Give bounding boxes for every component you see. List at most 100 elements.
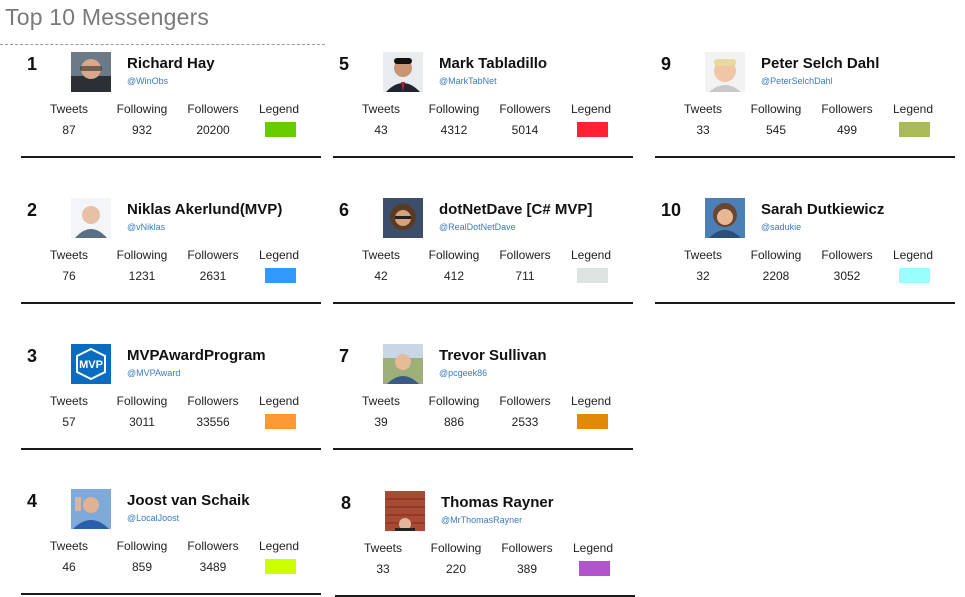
tweets-value: 57 [62, 415, 76, 429]
tweets-label: Tweets [49, 394, 89, 408]
twitter-handle[interactable]: @pcgeek86 [439, 368, 488, 378]
twitter-handle[interactable]: @WinObs [127, 76, 169, 86]
legend-label: Legend [258, 539, 300, 553]
messenger-name[interactable]: Peter Selch Dahl [761, 55, 880, 72]
messenger-name[interactable]: Sarah Dutkiewicz [761, 201, 885, 218]
followers-label: Followers [821, 248, 873, 262]
twitter-handle[interactable]: @MVPAward [127, 368, 181, 378]
card-divider [655, 302, 955, 304]
legend-swatch [265, 122, 296, 137]
following-label: Following [428, 248, 480, 262]
messenger-name[interactable]: Richard Hay [127, 55, 215, 72]
followers-label: Followers [187, 539, 239, 553]
messenger-card[interactable]: 6 dotNetDave [C# MVP] @RealDotNetDave Tweet… [333, 192, 633, 304]
followers-label: Followers [187, 394, 239, 408]
followers-label: Followers [499, 394, 551, 408]
avatar[interactable] [383, 52, 423, 92]
legend-swatch [265, 559, 296, 574]
twitter-handle[interactable]: @sadukie [761, 222, 802, 232]
messenger-card[interactable]: 9 Peter Selch Dahl @PeterSelchDahl Tweets Fo… [655, 46, 955, 158]
followers-value: 3489 [199, 560, 227, 574]
title-divider [0, 44, 325, 45]
twitter-handle[interactable]: @MarkTabNet [439, 76, 497, 86]
followers-value: 2631 [199, 269, 227, 283]
messenger-name[interactable]: Thomas Rayner [441, 494, 554, 511]
messenger-name[interactable]: Niklas Akerlund(MVP) [127, 201, 283, 218]
tweets-value: 39 [374, 415, 388, 429]
card-divider [21, 448, 321, 450]
rank-number: 6 [339, 200, 350, 220]
followers-label: Followers [499, 102, 551, 116]
avatar[interactable] [383, 198, 423, 238]
following-label: Following [116, 102, 168, 116]
card-divider [21, 156, 321, 158]
tweets-label: Tweets [363, 541, 403, 555]
messenger-name[interactable]: dotNetDave [C# MVP] [439, 201, 593, 218]
following-value: 4312 [440, 123, 468, 137]
followers-value: 3052 [833, 269, 861, 283]
tweets-value: 33 [376, 562, 390, 576]
messenger-name[interactable]: Mark Tabladillo [439, 55, 548, 72]
following-value: 932 [131, 123, 153, 137]
messenger-card[interactable]: 5 Mark Tabladillo @MarkTabNet Tweets Followi… [333, 46, 633, 158]
following-label: Following [428, 394, 480, 408]
followers-value: 5014 [511, 123, 539, 137]
messenger-card[interactable]: 1 Richard Hay @WinObs Tweets Following Follow… [21, 46, 321, 158]
avatar[interactable] [71, 198, 111, 238]
avatar[interactable] [705, 198, 745, 238]
tweets-label: Tweets [49, 539, 89, 553]
rank-number: 7 [339, 346, 350, 366]
legend-label: Legend [570, 394, 612, 408]
card-divider [21, 593, 321, 595]
legend-label: Legend [570, 248, 612, 262]
messenger-name[interactable]: Joost van Schaik [127, 492, 250, 509]
tweets-label: Tweets [361, 394, 401, 408]
messenger-card[interactable]: 8 Thomas Rayner @MrThomasRayner Tweets Follo… [335, 485, 635, 597]
following-value: 859 [131, 560, 153, 574]
messenger-card[interactable]: 10 Sarah Dutkiewicz @sadukie Tweets Followin… [655, 192, 955, 304]
twitter-handle[interactable]: @RealDotNetDave [439, 222, 516, 232]
rank-number: 2 [27, 200, 38, 220]
twitter-handle[interactable]: @PeterSelchDahl [761, 76, 833, 86]
messenger-name[interactable]: Trevor Sullivan [439, 347, 547, 364]
followers-value: 389 [516, 562, 538, 576]
legend-swatch [577, 414, 608, 429]
twitter-handle[interactable]: @vNiklas [127, 222, 166, 232]
card-divider [333, 156, 633, 158]
twitter-handle[interactable]: @MrThomasRayner [441, 515, 523, 525]
tweets-value: 32 [696, 269, 710, 283]
avatar[interactable]: MVP [71, 344, 111, 384]
following-label: Following [430, 541, 482, 555]
following-value: 3011 [129, 415, 155, 429]
twitter-handle[interactable]: @LocalJoost [127, 513, 180, 523]
messenger-name[interactable]: MVPAwardProgram [127, 347, 266, 364]
tweets-label: Tweets [683, 248, 723, 262]
following-label: Following [116, 394, 168, 408]
tweets-label: Tweets [361, 102, 401, 116]
tweets-value: 76 [62, 269, 76, 283]
avatar[interactable] [705, 52, 745, 92]
rank-number: 9 [661, 54, 672, 74]
tweets-label: Tweets [49, 248, 89, 262]
avatar[interactable] [71, 52, 111, 92]
rank-number: 5 [339, 54, 350, 74]
messenger-card[interactable]: 3 MVP MVPAwardProgram @MVPAward Tweets Follow… [21, 338, 321, 450]
followers-value: 33556 [196, 415, 230, 429]
following-value: 412 [443, 269, 465, 283]
rank-number: 10 [661, 200, 682, 220]
messenger-card[interactable]: 2 Niklas Akerlund(MVP) @vNiklas Tweets Follo… [21, 192, 321, 304]
messenger-card[interactable]: 7 Trevor Sullivan @pcgeek86 Tweets Following… [333, 338, 633, 450]
avatar[interactable] [383, 344, 423, 384]
messenger-card[interactable]: 4 Joost van Schaik @LocalJoost Tweets Follow… [21, 483, 321, 595]
legend-swatch [579, 561, 610, 576]
avatar[interactable] [71, 489, 111, 529]
avatar[interactable] [385, 491, 425, 531]
followers-label: Followers [501, 541, 553, 555]
legend-label: Legend [892, 102, 934, 116]
followers-label: Followers [499, 248, 551, 262]
rank-number: 3 [27, 346, 38, 366]
following-label: Following [750, 102, 802, 116]
page-title: Top 10 Messengers [5, 4, 210, 30]
card-divider [333, 302, 633, 304]
tweets-label: Tweets [49, 102, 89, 116]
